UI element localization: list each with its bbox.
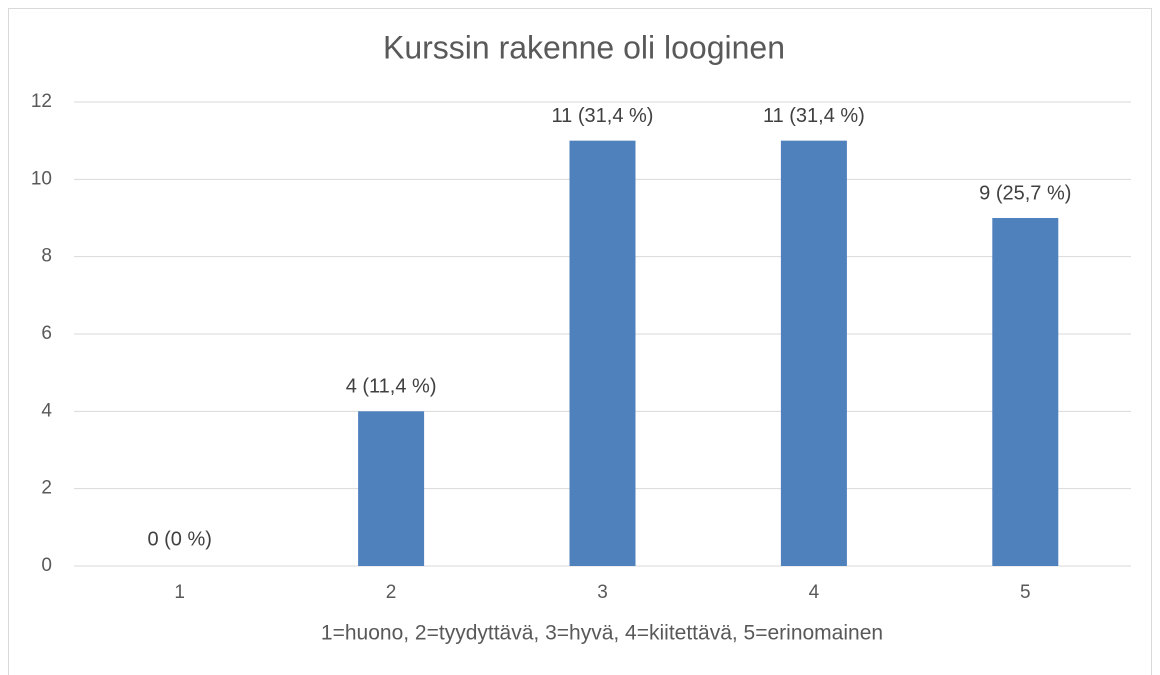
y-tick-label: 0 bbox=[41, 555, 52, 576]
value-label: 11 (31,4 %) bbox=[763, 105, 865, 127]
x-tick-label: 1 bbox=[174, 582, 185, 603]
x-axis-label: 1=huono, 2=tyydyttävä, 3=hyvä, 4=kiitett… bbox=[321, 622, 883, 645]
x-tick-label: 3 bbox=[597, 582, 608, 603]
value-label: 4 (11,4 %) bbox=[346, 376, 437, 398]
value-label: 0 (0 %) bbox=[147, 528, 211, 550]
y-tick-label: 8 bbox=[41, 246, 52, 267]
bar bbox=[569, 140, 636, 566]
bar bbox=[992, 218, 1059, 566]
value-label: 11 (31,4 %) bbox=[552, 105, 654, 127]
y-tick-label: 12 bbox=[31, 91, 52, 112]
y-tick-label: 6 bbox=[41, 323, 52, 344]
x-tick-label: 5 bbox=[1020, 582, 1031, 603]
chart-title: Kurssin rakenne oli looginen bbox=[383, 29, 785, 65]
x-tick-label: 2 bbox=[386, 582, 397, 603]
y-tick-label: 2 bbox=[41, 478, 52, 499]
y-tick-label: 10 bbox=[31, 168, 52, 189]
x-tick-label: 4 bbox=[809, 582, 820, 603]
y-tick-label: 4 bbox=[41, 400, 52, 421]
bar bbox=[780, 140, 847, 566]
value-label: 9 (25,7 %) bbox=[979, 182, 1071, 204]
bar bbox=[358, 411, 425, 566]
